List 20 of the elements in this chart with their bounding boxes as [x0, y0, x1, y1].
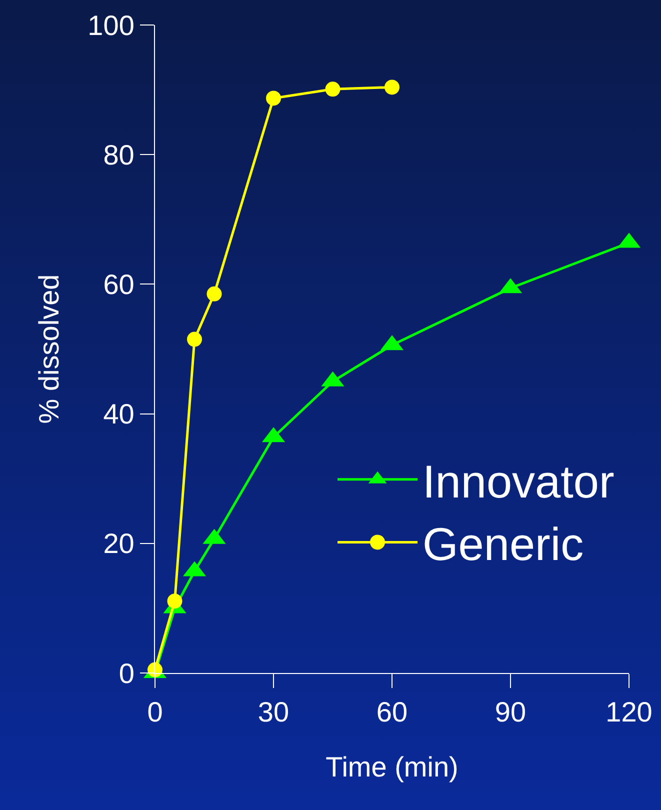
x-tick-label: 90	[494, 696, 526, 728]
point	[325, 82, 340, 97]
legend-label: Innovator	[422, 455, 614, 508]
point	[187, 332, 202, 347]
x-tick-label: 30	[258, 696, 290, 728]
y-tick-label: 40	[103, 398, 134, 430]
legend-label: Generic	[422, 518, 584, 570]
y-tick-label: 100	[88, 10, 134, 41]
point	[384, 80, 400, 95]
y-tick-label: 20	[103, 528, 134, 560]
x-tick-label: 60	[376, 696, 408, 728]
x-tick-label: 120	[606, 696, 652, 728]
y-tick-label: 60	[103, 269, 134, 300]
point	[206, 286, 222, 302]
y-tick-label: 0	[118, 658, 134, 689]
y-tick-label: 80	[103, 139, 134, 170]
point	[266, 90, 281, 106]
x-axis-title: Time (min)	[326, 752, 458, 783]
x-tick-label: 0	[147, 696, 163, 728]
y-axis-title: % dissolved	[33, 274, 64, 424]
